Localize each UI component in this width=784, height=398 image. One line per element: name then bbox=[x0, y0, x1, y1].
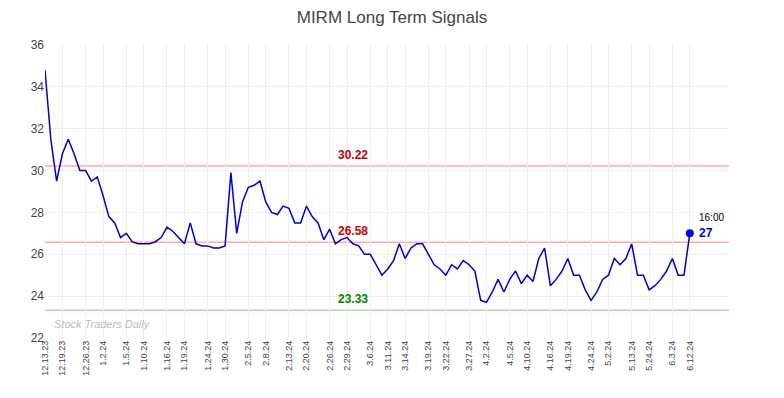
svg-text:3.27.24: 3.27.24 bbox=[464, 341, 474, 371]
svg-text:1.19.24: 1.19.24 bbox=[179, 341, 189, 371]
svg-text:4.24.24: 4.24.24 bbox=[586, 341, 596, 371]
svg-text:2.20.24: 2.20.24 bbox=[301, 341, 311, 371]
svg-text:28: 28 bbox=[31, 206, 45, 220]
svg-text:4.2.24: 4.2.24 bbox=[481, 341, 491, 366]
svg-text:12.13.23: 12.13.23 bbox=[40, 341, 50, 376]
svg-text:2.5.24: 2.5.24 bbox=[243, 341, 253, 366]
svg-text:1.24.24: 1.24.24 bbox=[203, 341, 213, 371]
svg-text:30: 30 bbox=[31, 164, 45, 178]
svg-text:5.13.24: 5.13.24 bbox=[627, 341, 637, 371]
svg-text:26: 26 bbox=[31, 247, 45, 261]
svg-text:2.13.24: 2.13.24 bbox=[284, 341, 294, 371]
svg-text:4.19.24: 4.19.24 bbox=[563, 341, 573, 371]
svg-text:27: 27 bbox=[699, 226, 713, 240]
svg-text:6.12.24: 6.12.24 bbox=[685, 341, 695, 371]
svg-text:Stock Traders Daily: Stock Traders Daily bbox=[54, 318, 151, 330]
svg-text:16:00: 16:00 bbox=[699, 212, 724, 223]
svg-text:5.24.24: 5.24.24 bbox=[644, 341, 654, 371]
svg-text:1.16.24: 1.16.24 bbox=[162, 341, 172, 371]
svg-text:MIRM Long Term Signals: MIRM Long Term Signals bbox=[297, 8, 488, 27]
svg-text:1.10.24: 1.10.24 bbox=[139, 341, 149, 371]
svg-text:3.6.24: 3.6.24 bbox=[365, 341, 375, 366]
svg-text:24: 24 bbox=[31, 289, 45, 303]
svg-text:2.29.24: 2.29.24 bbox=[342, 341, 352, 371]
svg-text:1.5.24: 1.5.24 bbox=[121, 341, 131, 366]
svg-text:12.26.23: 12.26.23 bbox=[81, 341, 91, 376]
svg-text:4.16.24: 4.16.24 bbox=[545, 341, 555, 371]
svg-text:3.19.24: 3.19.24 bbox=[423, 341, 433, 371]
svg-text:3.22.24: 3.22.24 bbox=[441, 341, 451, 371]
svg-text:6.3.24: 6.3.24 bbox=[667, 341, 677, 366]
svg-text:23.33: 23.33 bbox=[338, 292, 368, 306]
svg-text:12.19.23: 12.19.23 bbox=[57, 341, 67, 376]
svg-text:4.5.24: 4.5.24 bbox=[505, 341, 515, 366]
svg-text:3.14.24: 3.14.24 bbox=[400, 341, 410, 371]
svg-text:2.26.24: 2.26.24 bbox=[325, 341, 335, 371]
svg-text:2.8.24: 2.8.24 bbox=[261, 341, 271, 366]
svg-text:30.22: 30.22 bbox=[338, 148, 368, 162]
svg-text:1.2.24: 1.2.24 bbox=[98, 341, 108, 366]
svg-text:3.11.24: 3.11.24 bbox=[383, 341, 393, 370]
svg-text:4.10.24: 4.10.24 bbox=[522, 341, 532, 371]
svg-text:36: 36 bbox=[31, 38, 45, 52]
svg-text:1.30.24: 1.30.24 bbox=[220, 341, 230, 371]
svg-text:22: 22 bbox=[31, 331, 45, 345]
svg-text:26.58: 26.58 bbox=[338, 224, 368, 238]
svg-text:34: 34 bbox=[31, 80, 45, 94]
svg-text:32: 32 bbox=[31, 122, 45, 136]
svg-text:5.2.24: 5.2.24 bbox=[603, 341, 613, 366]
